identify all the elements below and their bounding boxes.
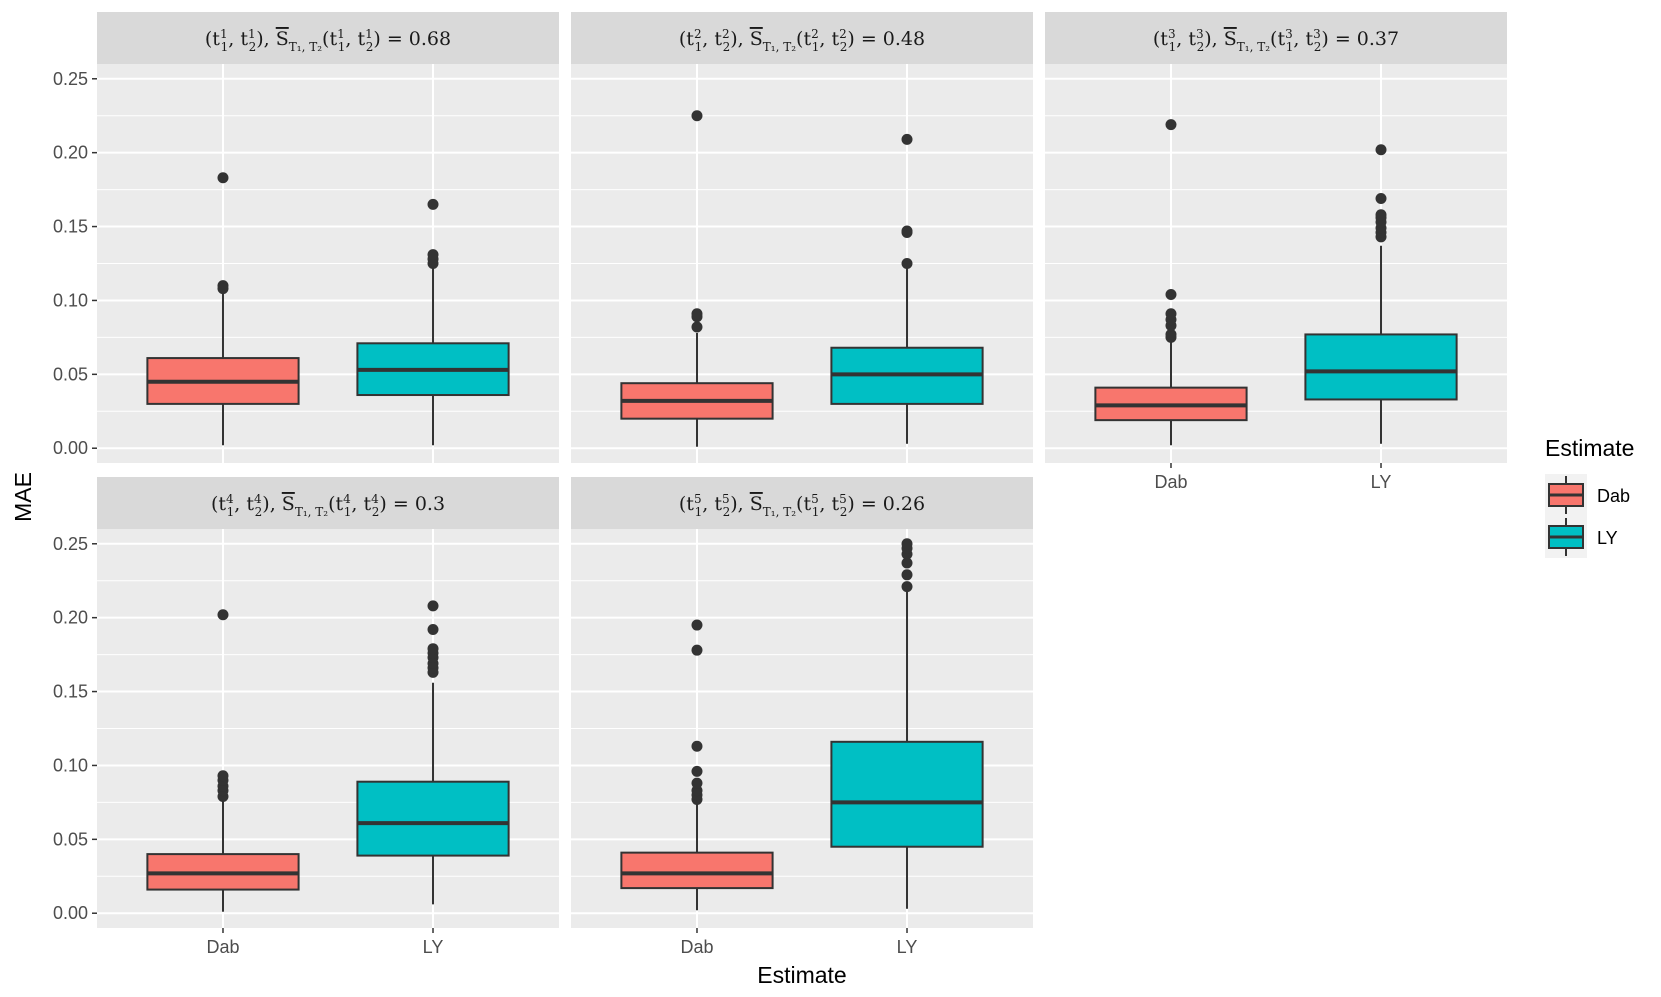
outlier-point (1165, 289, 1177, 301)
x-tick-label: LY (897, 937, 918, 957)
outlier-point (427, 198, 439, 210)
box-dab (1094, 119, 1248, 446)
outlier-point (217, 770, 229, 782)
y-tick-label: 0.00 (53, 903, 88, 923)
outlier-point (1375, 144, 1387, 156)
y-tick-label: 0.00 (53, 438, 88, 458)
box-iqr (356, 780, 510, 857)
outlier-point (427, 643, 439, 655)
facet-strip-label: (t4 1, t4 2), ST₁, T₂(t4 1, t4 2) = 0.3 (211, 492, 445, 519)
outlier-point (1375, 209, 1387, 221)
facet-strip (571, 477, 1033, 529)
y-tick-label: 0.20 (53, 143, 88, 163)
x-axis-title: Estimate (757, 962, 846, 988)
box-dab (146, 172, 300, 446)
outlier-point (691, 740, 703, 752)
outlier-point (691, 321, 703, 333)
outlier-point (1165, 308, 1177, 320)
outlier-point (901, 133, 913, 145)
box-ly (1304, 144, 1458, 444)
legend-label: Dab (1597, 486, 1630, 506)
outlier-point (901, 538, 913, 550)
facet-strip (97, 12, 559, 64)
facet-panel-4: (t4 1, t4 2), ST₁, T₂(t4 1, t4 2) = 0.3 0.00 0… (53, 477, 559, 957)
box-ly (830, 133, 984, 444)
facet-panel-2: (t2 1, t2 2), ST₁, T₂(t2 1, t2 2) = 0.48 (571, 12, 1033, 463)
x-tick-label: LY (423, 937, 444, 957)
outlier-point (901, 225, 913, 237)
facet-panel-1: (t1 1, t1 2), ST₁, T₂(t1 1, t1 2) = 0.68 0.00… (53, 12, 559, 463)
outlier-point (217, 609, 229, 621)
facet-panel-5: (t5 1, t5 2), ST₁, T₂(t5 1, t5 2) = 0.26 Dab L… (571, 477, 1033, 957)
outlier-point (691, 110, 703, 122)
y-tick-label: 0.05 (53, 364, 88, 384)
outlier-point (1375, 192, 1387, 204)
box-ly (356, 600, 510, 905)
outlier-point (427, 600, 439, 612)
x-tick-label: Dab (1154, 472, 1187, 492)
outlier-point (901, 557, 913, 569)
legend-key-ly (1545, 516, 1587, 558)
box-iqr (620, 851, 774, 890)
y-tick-label: 0.25 (53, 534, 88, 554)
y-tick-label: 0.20 (53, 608, 88, 628)
outlier-point (1165, 328, 1177, 340)
facet-strip (571, 12, 1033, 64)
facet-strip-label: (t1 1, t1 2), ST₁, T₂(t1 1, t1 2) = 0.68 (205, 27, 451, 54)
facet-strip-label: (t2 1, t2 2), ST₁, T₂(t2 1, t2 2) = 0.48 (679, 27, 925, 54)
legend-label: LY (1597, 528, 1618, 548)
box-iqr (1304, 333, 1458, 401)
y-axis-title: MAE (10, 472, 36, 522)
outlier-point (217, 283, 229, 295)
y-tick-label: 0.05 (53, 829, 88, 849)
legend-title: Estimate (1545, 435, 1634, 461)
x-tick-label: Dab (206, 937, 239, 957)
outlier-point (691, 644, 703, 656)
outlier-point (691, 777, 703, 789)
y-tick-label: 0.15 (53, 682, 88, 702)
facet-panel-3: (t3 1, t3 2), ST₁, T₂(t3 1, t3 2) = 0.37 Dab L… (1045, 12, 1507, 492)
box-dab (620, 110, 774, 447)
box-dab (146, 609, 300, 912)
facet-strip-label: (t3 1, t3 2), ST₁, T₂(t3 1, t3 2) = 0.37 (1153, 27, 1399, 54)
outlier-point (427, 249, 439, 261)
outlier-point (901, 258, 913, 269)
outlier-point (901, 581, 913, 593)
outlier-point (691, 308, 703, 320)
x-tick-label: Dab (680, 937, 713, 957)
facet-strip (97, 477, 559, 529)
outlier-point (1165, 119, 1177, 131)
box-ly (830, 538, 984, 909)
outlier-point (691, 765, 703, 777)
facet-strip-label: (t5 1, t5 2), ST₁, T₂(t5 1, t5 2) = 0.26 (679, 492, 925, 519)
outlier-point (901, 569, 913, 581)
outlier-point (691, 619, 703, 631)
y-tick-label: 0.10 (53, 755, 88, 775)
outlier-point (217, 172, 229, 184)
x-tick-label: LY (1371, 472, 1392, 492)
facet-strip (1045, 12, 1507, 64)
y-tick-label: 0.25 (53, 69, 88, 89)
legend-key-dab (1545, 474, 1587, 516)
y-tick-label: 0.15 (53, 217, 88, 237)
y-tick-label: 0.10 (53, 290, 88, 310)
box-dab (620, 619, 774, 911)
outlier-point (427, 623, 439, 635)
box-ly (356, 198, 510, 446)
legend: Estimate Dab LY (1545, 435, 1634, 558)
box-iqr (830, 740, 984, 848)
